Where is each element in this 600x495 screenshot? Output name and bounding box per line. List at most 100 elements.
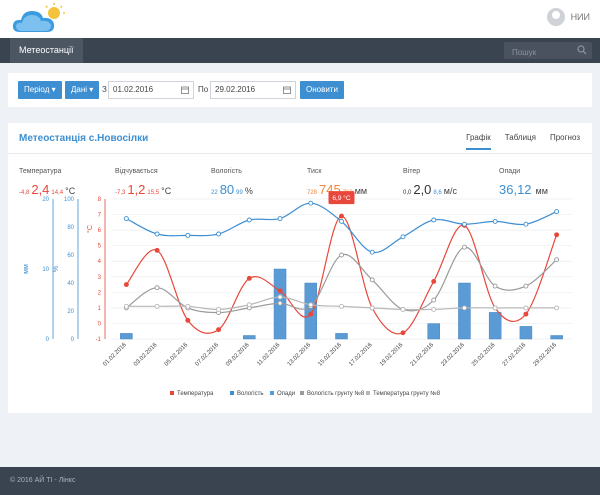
cloud-sun-logo[interactable]	[10, 2, 70, 36]
series-point-celsius-4	[554, 305, 560, 311]
axis-tick-celsius: 0	[98, 321, 102, 327]
series-point-percent-1	[339, 218, 344, 224]
nav-tab-stations[interactable]: Метеостанції	[10, 38, 83, 63]
legend-swatch	[300, 391, 304, 395]
series-point-percent-1	[277, 216, 283, 222]
series-point-celsius-4	[308, 302, 314, 308]
precip-bar	[427, 323, 440, 340]
precip-bar	[304, 282, 318, 340]
metric-min: -7,3	[115, 190, 126, 196]
axis-tick-celsius: 3	[98, 275, 102, 281]
data-dropdown[interactable]: Дані ▾	[65, 81, 100, 99]
axis-label-celsius: °C	[86, 225, 94, 233]
from-label: З	[102, 85, 107, 94]
series-point-celsius-3	[277, 300, 283, 306]
series-point-celsius-0	[339, 213, 344, 219]
metric-min: 0,0	[403, 190, 412, 196]
divider	[8, 153, 592, 154]
update-button[interactable]: Оновити	[300, 81, 344, 99]
axis-label-percent: %	[53, 266, 60, 272]
metric-unit: °C	[65, 186, 76, 196]
from-date-field[interactable]: 01.02.2016	[108, 81, 194, 99]
user-name: НИИ	[570, 12, 590, 22]
legend-swatch	[230, 391, 234, 395]
x-tick-label: 19.02.2016	[379, 342, 405, 368]
axis-tick-percent: 100	[64, 197, 75, 203]
metric-temperature: Температура -4,8 2,4 14,4 °C	[19, 168, 75, 199]
precip-bar	[519, 326, 533, 340]
metric-value: 2,4	[31, 182, 50, 197]
axis-tick-percent: 0	[71, 337, 75, 343]
series-point-percent-1	[123, 216, 129, 222]
metric-label: Температура	[19, 168, 62, 175]
axis-tick-celsius: 6	[98, 228, 102, 234]
metric-humidity: Вологість 22 80 99%	[211, 168, 253, 199]
metric-min: 728	[307, 190, 318, 196]
x-tick-label: 23.02.2016	[440, 342, 466, 368]
series-point-percent-1	[554, 209, 560, 215]
metric-unit: м/с	[443, 186, 457, 196]
x-tick-label: 05.02.2016	[164, 342, 190, 368]
series-point-percent-1	[369, 249, 375, 255]
series-point-celsius-0	[308, 311, 314, 317]
series-point-celsius-3	[339, 252, 344, 258]
footer-copyright: © 2016 АЙ ТІ - Лінкс	[0, 467, 600, 495]
axis-tick-celsius: 8	[98, 197, 102, 203]
series-point-celsius-3	[461, 244, 467, 250]
series-point-celsius-3	[554, 257, 560, 263]
filter-panel: Період ▾ Дані ▾ З 01.02.2016 По 29.02.20…	[8, 73, 592, 107]
legend-swatch	[270, 391, 274, 395]
series-point-celsius-4	[216, 306, 222, 312]
metric-label: Тиск	[307, 168, 322, 175]
axis-tick-celsius: 7	[98, 213, 102, 219]
metric-unit: мм	[354, 186, 368, 196]
series-point-percent-1	[185, 232, 191, 238]
x-tick-label: 01.02.2016	[102, 342, 128, 368]
tab-forecast[interactable]: Прогноз	[549, 133, 580, 142]
x-tick-label: 17.02.2016	[348, 342, 374, 368]
legend-label: Температура грунту №8	[373, 390, 441, 397]
search-input[interactable]	[504, 44, 592, 61]
to-label: По	[198, 85, 209, 94]
series-point-celsius-0	[246, 275, 252, 281]
period-dropdown[interactable]: Період ▾	[18, 81, 62, 99]
metric-unit: °C	[161, 186, 172, 196]
axis-tick-celsius: -1	[96, 337, 102, 343]
user-menu[interactable]: НИИ	[546, 8, 590, 26]
data-label: Дані	[71, 85, 88, 94]
series-point-celsius-0	[216, 327, 222, 333]
metric-value: 80	[219, 182, 235, 197]
axis-tick-percent: 40	[67, 281, 74, 287]
metric-feels-like: Відчувається -7,3 1,2 15,5 °C	[115, 168, 171, 199]
series-point-celsius-4	[154, 303, 160, 309]
series-point-percent-1	[246, 217, 252, 223]
to-date-field[interactable]: 29.02.2016	[210, 81, 296, 99]
nav-bar: Метеостанції	[0, 38, 600, 63]
precip-bar	[120, 333, 133, 340]
series-point-percent-1	[400, 234, 406, 240]
axis-tick-celsius: 1	[98, 306, 102, 312]
series-point-celsius-3	[492, 283, 498, 289]
tab-table[interactable]: Таблиця	[504, 133, 536, 142]
axis-tick-mm: 0	[46, 337, 50, 343]
calendar-icon[interactable]	[181, 86, 189, 94]
precip-bar	[243, 335, 256, 340]
series-point-celsius-3	[523, 283, 529, 289]
axis-tick-percent: 80	[67, 225, 74, 231]
chevron-down-icon: ▾	[89, 85, 94, 94]
x-tick-label: 21.02.2016	[410, 342, 436, 368]
metric-value: 2,0	[413, 182, 432, 197]
legend-swatch	[366, 391, 370, 395]
precip-bar	[550, 335, 563, 340]
tab-graph[interactable]: Графік	[466, 133, 491, 150]
top-bar: НИИ	[0, 0, 600, 38]
series-point-percent-1	[523, 221, 529, 227]
calendar-icon[interactable]	[283, 86, 291, 94]
station-card: Метеостанція с.Новосілки Графік Таблиця …	[8, 123, 592, 413]
search-icon[interactable]	[577, 45, 587, 55]
series-point-celsius-4	[369, 305, 375, 311]
metric-max: 99	[236, 190, 243, 196]
series-point-celsius-3	[431, 297, 437, 303]
series-point-percent-1	[492, 218, 498, 224]
series-line-celsius-0	[125, 215, 558, 335]
